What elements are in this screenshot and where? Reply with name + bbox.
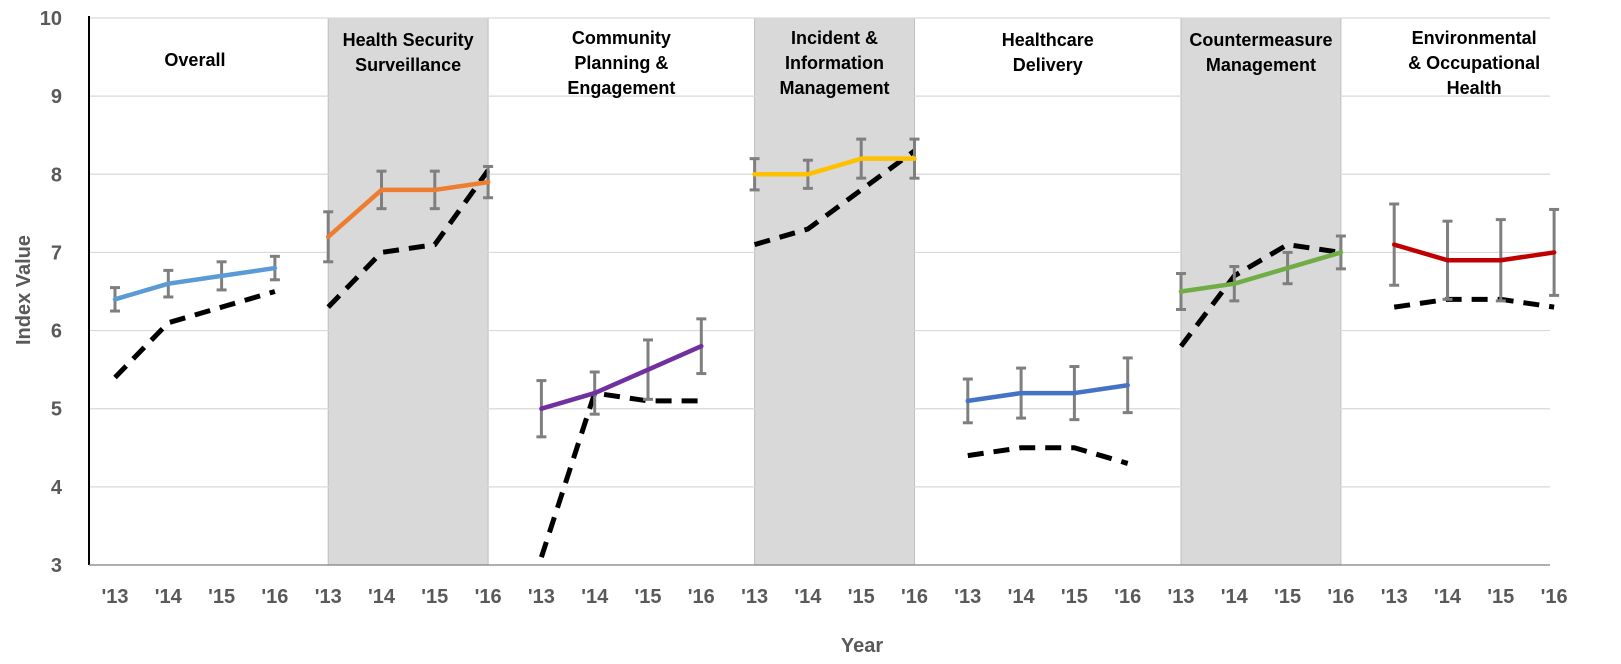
panel-title-line: Engagement (567, 78, 675, 98)
error-bars (110, 137, 1560, 439)
x-tick-label: '15 (208, 586, 235, 608)
comparison-line (1179, 242, 1342, 348)
panel-title-line: Healthcare (1002, 30, 1094, 50)
panel-title-line: Community (572, 28, 671, 48)
y-axis-label: Index Value (13, 235, 35, 345)
y-tick-label: 7 (51, 242, 62, 264)
series-line (752, 156, 917, 177)
x-tick-label: '15 (634, 586, 661, 608)
panel-title-line: Planning & (574, 53, 668, 73)
x-tick-label: '14 (794, 586, 822, 608)
comparison-line (1393, 296, 1555, 310)
comparison-line (967, 445, 1129, 466)
x-tick-label: '14 (155, 586, 183, 608)
comparison-line (113, 289, 276, 380)
y-tick-label: 10 (40, 8, 62, 30)
x-tick-label: '16 (261, 586, 288, 608)
panel-title-line: & Occupational (1408, 53, 1540, 73)
x-tick-label: '13 (315, 586, 342, 608)
x-tick-label: '13 (954, 586, 981, 608)
x-tick-label: '15 (421, 586, 448, 608)
panel-title-line: Surveillance (355, 55, 461, 75)
panel-title-line: Countermeasure (1189, 30, 1332, 50)
x-axis-label: Year (841, 635, 883, 657)
x-tick-label: '15 (1061, 586, 1088, 608)
x-tick-label: '16 (1114, 586, 1141, 608)
axes (88, 16, 1550, 566)
x-tick-label: '16 (901, 586, 928, 608)
series-line (325, 179, 491, 240)
panel-title-line: Information (785, 53, 884, 73)
y-tick-label: 5 (51, 399, 62, 421)
panel-title-line: Overall (164, 50, 225, 70)
panel-title-line: Management (1206, 55, 1316, 75)
panel-shade-4 (754, 17, 915, 566)
series-line (1178, 250, 1344, 294)
panel-title-line: Delivery (1013, 55, 1083, 75)
x-tick-label: '15 (1487, 586, 1514, 608)
panel-shade-6 (1180, 17, 1342, 566)
panel-titles: Overall Health Security Surveillance Commun… (164, 28, 1540, 98)
x-tick-label: '16 (1327, 586, 1354, 608)
comparison-line (753, 148, 916, 248)
x-tick-label: '13 (1381, 586, 1408, 608)
y-tick-label: 3 (51, 555, 62, 577)
x-tick-label: '14 (1434, 586, 1462, 608)
comparison-line (326, 168, 491, 309)
panel-title-line: Health Security (343, 30, 474, 50)
x-tick-label: '13 (1167, 586, 1194, 608)
series-line (539, 343, 704, 411)
comparison-line (539, 390, 702, 558)
series-lines (112, 156, 1557, 411)
x-tick-label: '13 (528, 586, 555, 608)
x-tick-label: '14 (368, 586, 396, 608)
comparison-lines (113, 148, 1555, 558)
panel-title-line: Incident & (791, 28, 878, 48)
y-tick-label: 8 (51, 164, 62, 186)
panel-shade-2 (327, 17, 489, 566)
x-tick-label: '16 (688, 586, 715, 608)
panel-title-line: Health (1447, 78, 1502, 98)
gridlines (89, 17, 1550, 488)
x-tick-label: '13 (741, 586, 768, 608)
y-tick-label: 9 (51, 86, 62, 108)
x-tick-label: '15 (1274, 586, 1301, 608)
panel-title-line: Environmental (1412, 28, 1537, 48)
series-line (1391, 242, 1557, 263)
x-tick-labels: '13 '14 '15 '16 '13 '14 '15 '16 '13 '14 '15 '16 '13 '… (101, 586, 1567, 608)
x-tick-label: '16 (1541, 586, 1568, 608)
y-tick-label: 4 (51, 477, 63, 499)
y-tick-labels: 3 4 5 6 7 8 9 10 (40, 8, 63, 577)
x-tick-label: '14 (1008, 586, 1036, 608)
x-tick-label: '14 (1221, 586, 1249, 608)
panel-title-line: Management (780, 78, 890, 98)
x-tick-label: '13 (101, 586, 128, 608)
series-line (112, 265, 278, 302)
x-tick-label: '16 (475, 586, 502, 608)
y-tick-label: 6 (51, 321, 62, 343)
x-tick-label: '15 (848, 586, 875, 608)
x-tick-label: '14 (581, 586, 609, 608)
series-line (965, 383, 1130, 404)
